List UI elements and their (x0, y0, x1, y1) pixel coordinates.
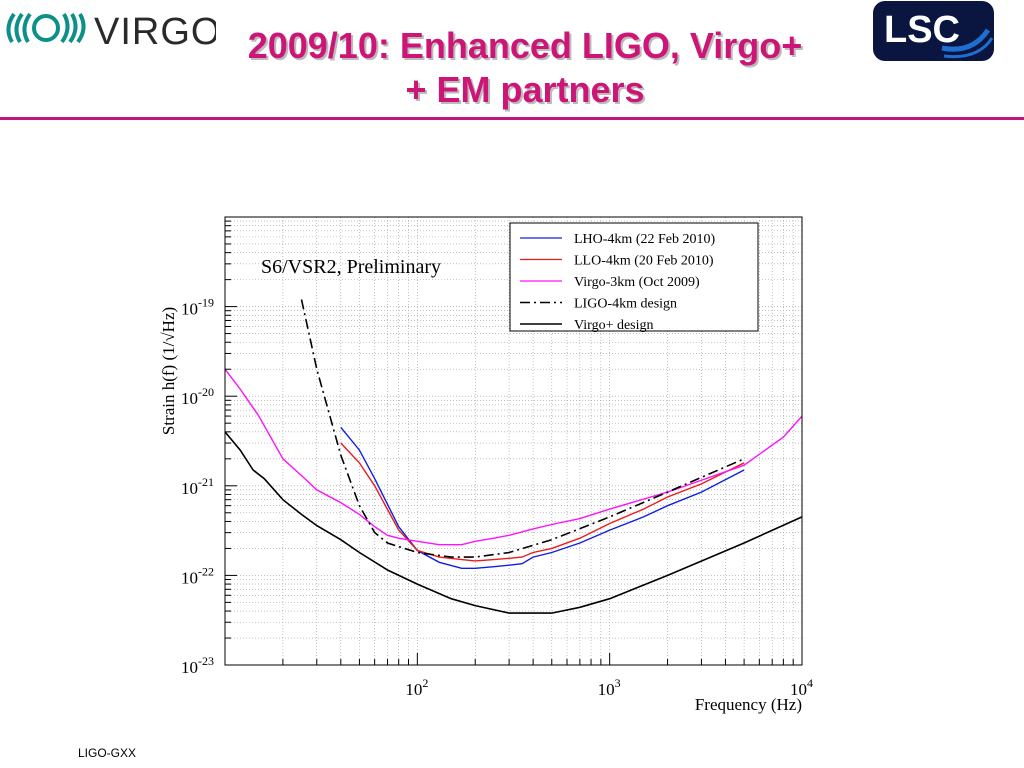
series-line-4 (224, 431, 803, 614)
chart-ticks (224, 220, 794, 666)
y-axis-label: Strain h(f) (1/√Hz) (159, 307, 178, 435)
slide-title-line2: + EM partners (405, 69, 645, 110)
chart-annotation: S6/VSR2, Preliminary (261, 256, 441, 278)
legend-entry-label: Virgo+ design (574, 318, 654, 333)
virgo-logo-text: VIRGO (94, 11, 216, 48)
lsc-logo-text: LSC (884, 9, 960, 51)
y-tick-label: 10-19 (181, 296, 214, 319)
x-tick-label: 104 (790, 676, 813, 699)
x-tick-label-exponent: 4 (807, 676, 813, 690)
x-tick-labels: 102 103 104 (405, 676, 813, 699)
series-line-0 (340, 426, 745, 569)
x-tick-label-exponent: 3 (615, 676, 621, 690)
y-tick-label: 10-22 (181, 564, 214, 587)
x-tick-label: 103 (598, 676, 621, 699)
plot-frame (224, 216, 803, 666)
series-line-2 (224, 368, 803, 546)
y-tick-label: 10-20 (181, 385, 214, 408)
y-tick-label-exponent: -21 (198, 475, 214, 489)
series-line-3 (300, 299, 745, 558)
legend-entry-label: LHO-4km (22 Feb 2010) (574, 232, 715, 247)
lsc-logo: LSC (873, 1, 994, 61)
x-tick-label-base: 10 (790, 680, 807, 699)
y-tick-label-base: 10 (181, 568, 198, 587)
y-tick-label-base: 10 (181, 658, 198, 677)
x-tick-label-base: 10 (405, 680, 422, 699)
title-divider (0, 117, 1024, 120)
y-tick-label-base: 10 (181, 389, 198, 408)
legend-entry-label: LIGO-4km design (574, 297, 677, 312)
x-axis-label: Frequency (Hz) (695, 695, 802, 714)
legend-entry-label: LLO-4km (20 Feb 2010) (574, 254, 714, 269)
legend-box (509, 222, 759, 332)
x-tick-label-base: 10 (598, 680, 615, 699)
slide-title-line1: 2009/10: Enhanced LIGO, Virgo+ (247, 25, 803, 66)
virgo-logo: VIRGO (6, 11, 216, 48)
y-tick-label: 10-21 (181, 475, 214, 498)
series-line-1 (340, 442, 745, 562)
y-tick-label-exponent: -23 (198, 654, 214, 668)
slide-title: 2009/10: Enhanced LIGO, Virgo+ + EM part… (200, 24, 850, 112)
x-tick-label: 102 (405, 676, 428, 699)
legend-entry-label: Virgo-3km (Oct 2009) (574, 275, 700, 290)
y-tick-label-exponent: -22 (198, 564, 214, 578)
chart-grid (224, 217, 802, 666)
chart-curves (224, 299, 803, 614)
y-tick-label-exponent: -20 (198, 385, 214, 399)
y-tick-label-base: 10 (181, 479, 198, 498)
chart-legend: LHO-4km (22 Feb 2010) LLO-4km (20 Feb 201… (509, 222, 759, 333)
slide-footer: LIGO-GXX (78, 746, 137, 760)
y-tick-label-base: 10 (181, 300, 198, 319)
y-tick-label-exponent: -19 (198, 296, 214, 310)
x-tick-label-exponent: 2 (422, 676, 428, 690)
y-tick-label: 10-23 (181, 654, 214, 677)
